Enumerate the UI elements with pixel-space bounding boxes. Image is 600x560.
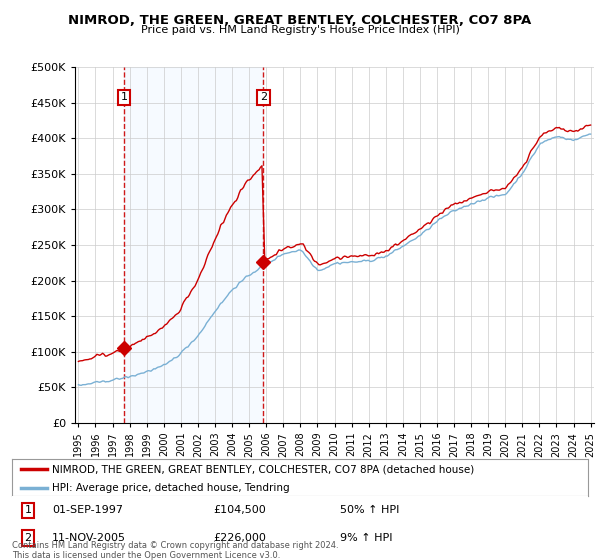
Text: £104,500: £104,500 — [214, 505, 266, 515]
Text: 1: 1 — [25, 505, 32, 515]
Text: 1: 1 — [121, 92, 127, 102]
Text: 11-NOV-2005: 11-NOV-2005 — [52, 533, 127, 543]
Text: Price paid vs. HM Land Registry's House Price Index (HPI): Price paid vs. HM Land Registry's House … — [140, 25, 460, 35]
Text: NIMROD, THE GREEN, GREAT BENTLEY, COLCHESTER, CO7 8PA (detached house): NIMROD, THE GREEN, GREAT BENTLEY, COLCHE… — [52, 464, 475, 474]
Text: 2: 2 — [25, 533, 32, 543]
Text: 9% ↑ HPI: 9% ↑ HPI — [340, 533, 393, 543]
Text: 2: 2 — [260, 92, 267, 102]
Bar — [124, 67, 263, 423]
Text: NIMROD, THE GREEN, GREAT BENTLEY, COLCHESTER, CO7 8PA: NIMROD, THE GREEN, GREAT BENTLEY, COLCHE… — [68, 14, 532, 27]
Text: HPI: Average price, detached house, Tendring: HPI: Average price, detached house, Tend… — [52, 483, 290, 493]
Text: Contains HM Land Registry data © Crown copyright and database right 2024.
This d: Contains HM Land Registry data © Crown c… — [12, 540, 338, 560]
Text: £226,000: £226,000 — [214, 533, 266, 543]
Text: 50% ↑ HPI: 50% ↑ HPI — [340, 505, 400, 515]
Text: 01-SEP-1997: 01-SEP-1997 — [52, 505, 124, 515]
